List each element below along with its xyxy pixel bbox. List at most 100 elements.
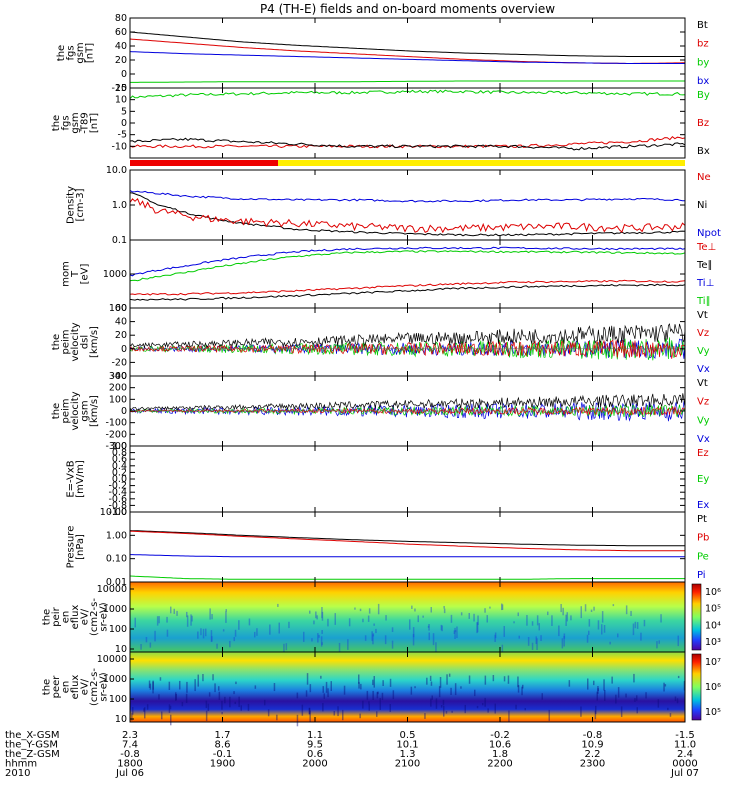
y-axis-label-line: en bbox=[61, 681, 72, 694]
legend-entry: Vy bbox=[697, 415, 710, 426]
series-Ni bbox=[129, 192, 686, 237]
series-Vz bbox=[129, 405, 686, 416]
y-axis-label-line: the bbox=[56, 45, 67, 61]
y-axis-label-line: eV/ bbox=[80, 608, 91, 625]
y-tick-label: 1000 bbox=[103, 269, 127, 280]
y-axis-label-line: the bbox=[51, 115, 62, 131]
legend-entry: Vz bbox=[697, 328, 709, 339]
legend-entry: Npot bbox=[697, 228, 721, 239]
series-by bbox=[130, 80, 685, 83]
y-tick-label: -1.0 bbox=[108, 507, 127, 518]
footer-value: 11.0 bbox=[674, 740, 696, 751]
y-axis-label-line: E=-VxB bbox=[65, 460, 76, 497]
y-axis-label-line: (cm2-s- bbox=[89, 668, 100, 706]
legend-entry: Pe bbox=[697, 551, 709, 562]
y-axis-label-line: (cm2-s- bbox=[89, 598, 100, 636]
footer-value: 2000 bbox=[302, 759, 327, 770]
legend-8: Pt Pb Pe Pi bbox=[697, 514, 709, 581]
footer-row-label: the_Z-GSM bbox=[5, 749, 60, 760]
y-tick-label: -0.2 bbox=[108, 481, 127, 492]
panel-frame bbox=[129, 445, 686, 513]
y-tick-label: -20 bbox=[111, 357, 127, 368]
spectrogram-image bbox=[130, 652, 685, 722]
y-axis-label-line: the bbox=[42, 679, 53, 695]
y-tick-label: 1.0 bbox=[112, 441, 127, 452]
series-Bt bbox=[129, 31, 685, 57]
legend-entry: Te∥ bbox=[696, 260, 713, 271]
y-axis-label-line: -T89 bbox=[80, 112, 91, 134]
footer-value: 10.9 bbox=[581, 740, 603, 751]
colorbar-10: 10⁷ 10⁶ 10⁵ bbox=[691, 653, 721, 721]
y-tick-label: 60 bbox=[115, 303, 127, 314]
legend-entry: Ti⊥ bbox=[696, 278, 714, 289]
y-tick-label: 0.2 bbox=[112, 467, 127, 478]
y-tick-label: 10.0 bbox=[106, 165, 127, 176]
y-tick-label: 0 bbox=[121, 344, 127, 355]
footer-value: -0.8 bbox=[583, 730, 603, 741]
colorbar-label: 10⁵ bbox=[705, 604, 721, 615]
footer-value: Jul 06 bbox=[115, 768, 144, 779]
y-axis-label-line: [eV] bbox=[80, 264, 91, 285]
footer-value: 1.1 bbox=[307, 730, 323, 741]
colorbar-label: 10⁴ bbox=[705, 620, 721, 631]
y-axis-label-line: [km/s] bbox=[89, 395, 100, 427]
y-axis-label: Pressure[nPa] bbox=[65, 526, 86, 569]
series-Ne bbox=[129, 197, 686, 234]
y-axis-label-line: sr-eV) bbox=[99, 602, 110, 631]
y-axis-label-line: T bbox=[70, 270, 81, 278]
y-axis-label-line: [mV/m] bbox=[75, 460, 86, 498]
panel-frame bbox=[129, 17, 686, 89]
y-tick-label: -40 bbox=[111, 371, 127, 382]
footer-value: -0.1 bbox=[213, 749, 233, 760]
footer-row-label: the_X-GSM bbox=[5, 730, 59, 741]
legend-entry: Vt bbox=[697, 378, 708, 389]
y-axis-label-line: [nPa] bbox=[75, 534, 86, 560]
y-axis-label-line: eflux bbox=[70, 605, 81, 630]
series-Te∥ bbox=[129, 283, 686, 301]
legend-entry: Ex bbox=[697, 500, 709, 511]
y-axis-label-line: fgs bbox=[61, 115, 72, 130]
legend-entry: Te⊥ bbox=[696, 242, 716, 253]
legend-entry: Vy bbox=[697, 346, 710, 357]
y-tick-label: 1000 bbox=[103, 604, 127, 615]
legend-4: Te⊥ Te∥ Ti⊥ Ti∥ bbox=[696, 242, 716, 307]
series-Ti∥ bbox=[129, 250, 686, 282]
y-tick-label: 5 bbox=[121, 106, 127, 117]
legend-entry: Bz bbox=[697, 118, 709, 129]
series-Pb bbox=[129, 530, 685, 552]
y-axis-label-line: the bbox=[51, 403, 62, 419]
y-tick-label: -0.8 bbox=[108, 500, 127, 511]
footer-row-label: the_Y-GSM bbox=[5, 740, 58, 751]
y-axis-label-line: mom bbox=[61, 261, 72, 287]
y-tick-label: 10000 bbox=[97, 584, 127, 595]
y-tick-label: -200 bbox=[105, 429, 127, 440]
y-axis-label-line: [nT] bbox=[84, 43, 95, 63]
panel-10: 10⁷ 10⁶ 10⁵ 10000 1000 100 10 thepeerenefluxeV/… bbox=[42, 651, 721, 727]
legend-entry: Vx bbox=[697, 364, 710, 375]
footer-value: Jul 07 bbox=[670, 768, 699, 779]
footer-ephemeris: the_X-GSM 2.3 1.7 1.1 0.5 -0.2 -0.8 -1.5 the_Y-G… bbox=[5, 730, 699, 779]
footer-value: 2200 bbox=[487, 759, 512, 770]
legend-entry: Vt bbox=[697, 310, 708, 321]
y-axis-label-line: peim bbox=[61, 329, 72, 354]
y-tick-label: 60 bbox=[115, 27, 127, 38]
footer-value: 10.6 bbox=[489, 740, 511, 751]
y-tick-label: 10 bbox=[115, 95, 127, 106]
colorbar-label: 10³ bbox=[705, 637, 721, 648]
legend-entry: bx bbox=[697, 76, 709, 87]
mode-bar-red bbox=[130, 160, 278, 166]
footer-value: 8.6 bbox=[215, 740, 231, 751]
spectrogram-image bbox=[130, 582, 685, 652]
colorbar-label: 10⁵ bbox=[705, 707, 721, 718]
footer-value: 1.7 bbox=[215, 730, 231, 741]
legend-entry: Ey bbox=[697, 474, 709, 485]
legend-2: By Bz Bx bbox=[697, 90, 710, 157]
footer-value: 2100 bbox=[395, 759, 420, 770]
panel-frame bbox=[129, 511, 686, 583]
legend-entry: Vz bbox=[697, 397, 709, 408]
panel-frame bbox=[129, 169, 686, 241]
